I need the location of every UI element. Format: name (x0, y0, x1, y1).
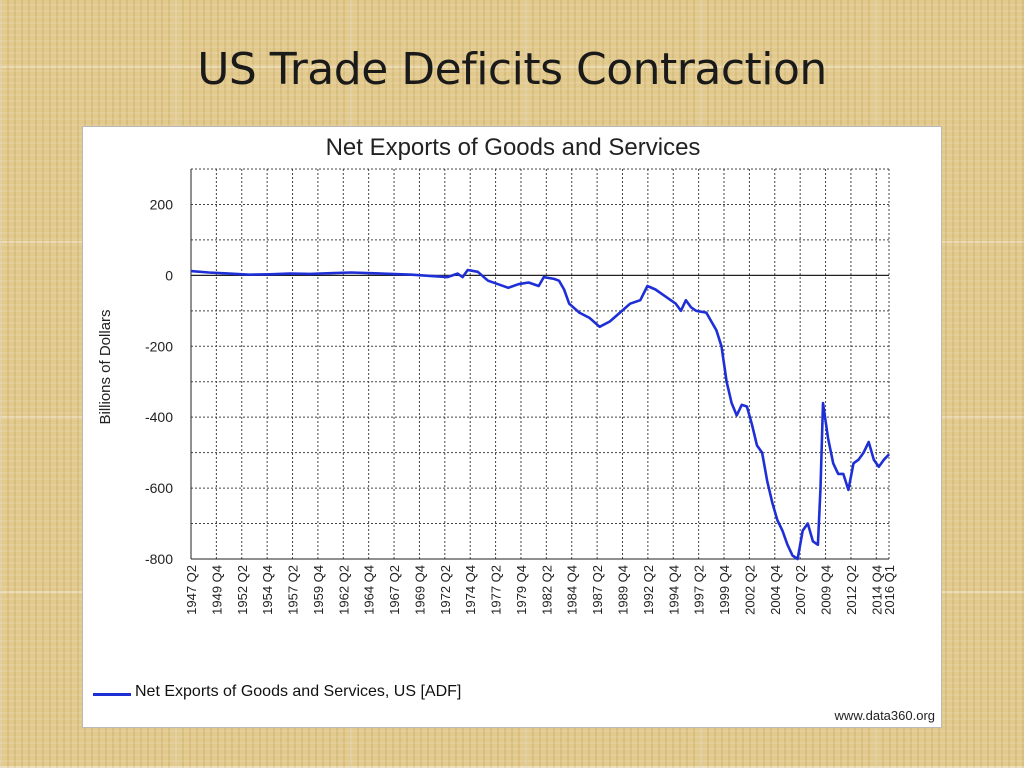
y-tick-label: -200 (145, 338, 173, 354)
x-tick-label: 1949 Q4 (209, 565, 224, 615)
x-tick-label: 1992 Q2 (641, 565, 656, 615)
x-tick-label: 1997 Q2 (692, 565, 707, 615)
y-tick-label: -600 (145, 480, 173, 496)
chart-title: Net Exports of Goods and Services (326, 134, 701, 161)
x-tick-label: 1957 Q2 (286, 565, 301, 615)
net-exports-line-chart: Net Exports of Goods and Services Billio… (97, 134, 897, 615)
y-axis-label: Billions of Dollars (97, 309, 114, 424)
x-tick-labels: 1947 Q2 1949 Q4 1952 Q2 1954 Q4 1957 Q2 1959 … (184, 565, 897, 615)
x-tick-label: 1972 Q2 (438, 565, 453, 615)
x-tick-label: 1977 Q2 (489, 565, 504, 615)
slide-title: US Trade Deficits Contraction (197, 44, 827, 95)
x-tick-label: 1989 Q4 (615, 565, 630, 615)
x-tick-label: 2009 Q4 (819, 565, 834, 615)
series-line-net-exports (190, 268, 890, 561)
x-tick-label: 1959 Q4 (311, 565, 326, 615)
y-tick-label: 200 (150, 196, 174, 212)
x-tick-label: 1967 Q2 (387, 565, 402, 615)
x-tick-label: 1987 Q2 (590, 565, 605, 615)
x-tick-label: 2007 Q2 (793, 565, 808, 615)
x-tick-label: 1974 Q4 (463, 565, 478, 615)
x-tick-label: 1954 Q4 (260, 565, 275, 615)
legend-entry: Net Exports of Goods and Services, US [A… (135, 683, 462, 700)
x-tick-label: 2012 Q2 (844, 565, 859, 615)
grid (190, 168, 890, 560)
y-tick-label: -800 (145, 551, 173, 567)
series-layer (190, 268, 890, 561)
x-tick-label: 2016 Q1 (882, 565, 897, 615)
x-tick-label: 1994 Q4 (666, 565, 681, 615)
y-tick-label: 0 (165, 267, 173, 283)
x-tick-label: 1962 Q2 (336, 565, 351, 615)
y-tick-labels: 200 0 -200 -400 -600 -800 (145, 196, 173, 567)
x-tick-label: 2002 Q2 (742, 565, 757, 615)
x-tick-label: 2014 Q4 (869, 565, 884, 615)
x-tick-label: 1999 Q4 (717, 565, 732, 615)
source-credit: www.data360.org (834, 708, 935, 723)
x-tick-label: 1969 Q4 (412, 565, 427, 615)
x-tick-label: 1947 Q2 (184, 565, 199, 615)
legend-line-swatch (93, 693, 131, 696)
x-tick-label: 1964 Q4 (362, 565, 377, 615)
x-tick-label: 1982 Q2 (539, 565, 554, 615)
x-tick-label: 1979 Q4 (514, 565, 529, 615)
x-tick-label: 2004 Q4 (768, 565, 783, 615)
chart-panel: Net Exports of Goods and Services Billio… (82, 126, 942, 728)
x-tick-label: 1952 Q2 (235, 565, 250, 615)
x-tick-label: 1984 Q4 (565, 565, 580, 615)
y-tick-label: -400 (145, 409, 173, 425)
